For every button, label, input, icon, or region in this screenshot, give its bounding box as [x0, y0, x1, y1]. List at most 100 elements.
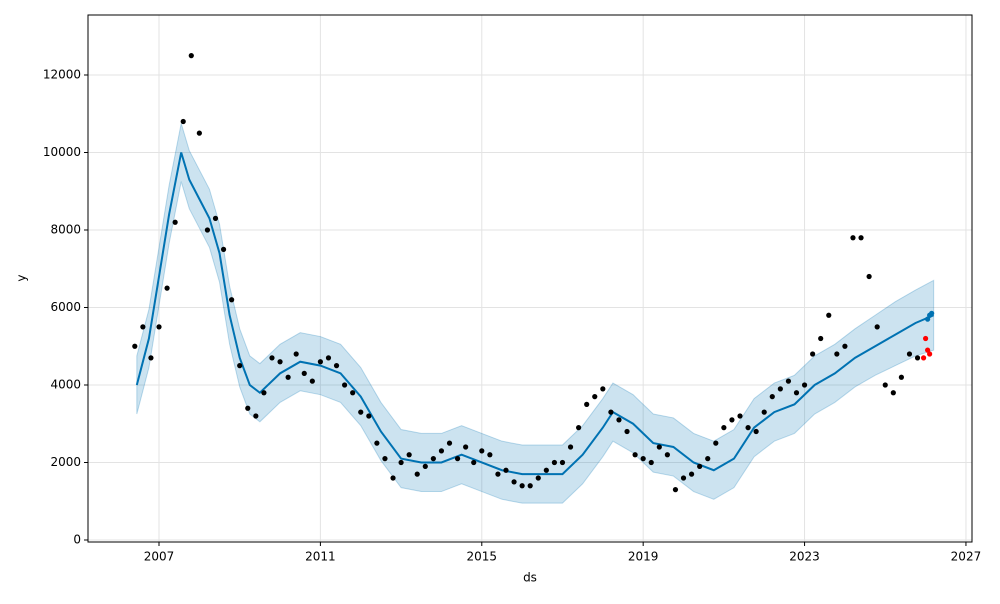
- data-point: [608, 409, 614, 415]
- data-point: [285, 374, 291, 380]
- y-tick-label: 10000: [43, 145, 81, 159]
- data-point: [333, 363, 340, 369]
- data-point: [874, 324, 880, 330]
- data-point: [721, 425, 727, 431]
- data-point: [680, 475, 687, 481]
- data-point: [261, 390, 267, 396]
- data-point: [688, 471, 695, 477]
- x-tick-label: 2007: [144, 550, 175, 564]
- data-point: [920, 355, 927, 361]
- data-point: [648, 459, 654, 466]
- y-tick-label: 8000: [50, 222, 81, 236]
- data-point: [196, 130, 202, 136]
- data-point: [156, 324, 162, 330]
- data-point: [422, 463, 428, 469]
- data-point: [543, 467, 549, 473]
- data-point: [212, 215, 219, 221]
- x-tick-label: 2027: [951, 550, 982, 564]
- data-point: [761, 409, 767, 415]
- data-point: [148, 355, 154, 361]
- data-point: [454, 456, 461, 462]
- data-point: [487, 452, 493, 458]
- data-point: [229, 297, 235, 303]
- data-point: [906, 351, 913, 357]
- data-point: [745, 425, 751, 431]
- data-point: [382, 456, 388, 462]
- data-point: [519, 483, 525, 489]
- data-point: [309, 378, 315, 384]
- data-point: [729, 417, 735, 423]
- data-point: [592, 394, 598, 400]
- data-point: [777, 386, 783, 392]
- data-point: [927, 351, 933, 357]
- data-point: [737, 413, 743, 419]
- x-tick-label: 2015: [467, 550, 498, 564]
- data-point: [438, 448, 445, 454]
- data-point: [245, 405, 251, 411]
- data-point: [398, 459, 404, 466]
- x-tick-label: 2019: [628, 550, 659, 564]
- data-point: [430, 456, 436, 462]
- data-point: [342, 382, 348, 388]
- data-point: [697, 463, 703, 469]
- data-point: [567, 444, 574, 450]
- data-point: [559, 459, 566, 466]
- y-tick-label: 4000: [50, 377, 81, 391]
- data-point: [929, 310, 935, 316]
- data-point: [793, 390, 800, 396]
- data-point: [366, 413, 372, 419]
- uncertainty-band: [136, 123, 935, 504]
- data-point: [584, 401, 590, 407]
- y-tick-label: 2000: [50, 455, 81, 469]
- data-point: [317, 359, 323, 365]
- plot-frame: [87, 14, 973, 543]
- data-point: [277, 359, 283, 365]
- data-point: [834, 351, 840, 357]
- data-point: [253, 413, 259, 419]
- data-point: [132, 343, 138, 349]
- data-point: [535, 475, 541, 481]
- data-point: [858, 235, 864, 241]
- data-point: [204, 227, 211, 233]
- data-point: [672, 487, 679, 493]
- data-point: [923, 335, 929, 342]
- data-point: [842, 343, 848, 349]
- data-point: [471, 459, 477, 466]
- data-point: [220, 246, 227, 252]
- y-tick-label: 12000: [43, 67, 81, 81]
- data-point: [785, 378, 792, 384]
- y-axis-label: y: [15, 274, 29, 281]
- data-point: [882, 382, 888, 388]
- data-point: [600, 386, 606, 392]
- data-point: [301, 370, 307, 376]
- data-point: [406, 452, 412, 458]
- data-point: [172, 219, 178, 225]
- data-point: [914, 355, 921, 361]
- data-point: [164, 285, 170, 291]
- data-point: [850, 235, 856, 241]
- data-point: [293, 351, 299, 357]
- forecast-line: [135, 152, 935, 476]
- data-point: [390, 475, 396, 481]
- data-point: [705, 456, 711, 462]
- y-tick-label: 0: [73, 532, 81, 546]
- x-tick-label: 2023: [789, 550, 820, 564]
- data-point: [551, 459, 558, 466]
- data-point: [890, 390, 896, 396]
- data-point: [463, 444, 469, 450]
- data-point: [325, 355, 332, 361]
- data-point: [898, 374, 904, 380]
- data-point: [801, 382, 808, 388]
- data-point: [511, 479, 517, 485]
- data-point: [810, 351, 816, 357]
- x-tick-label: 2011: [305, 550, 336, 564]
- x-axis-label: ds: [523, 571, 537, 585]
- data-point: [269, 355, 275, 361]
- data-point: [656, 444, 662, 450]
- data-point: [576, 425, 582, 431]
- data-point: [414, 471, 420, 477]
- data-point: [925, 347, 931, 353]
- data-point: [713, 440, 719, 446]
- data-point: [632, 452, 638, 458]
